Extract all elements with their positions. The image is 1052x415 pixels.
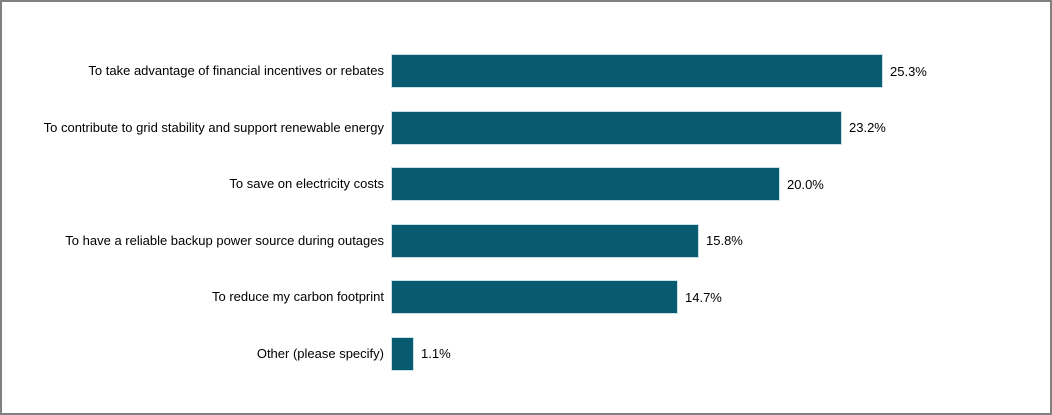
- value-label: 1.1%: [421, 346, 451, 362]
- value-label: 25.3%: [890, 63, 927, 79]
- bar-track: 20.0%: [384, 168, 1050, 201]
- bar-track: 25.3%: [384, 55, 1050, 88]
- value-label: 20.0%: [787, 176, 824, 192]
- value-label: 15.8%: [706, 233, 743, 249]
- bar-row: To take advantage of financial incentive…: [2, 43, 1050, 100]
- bar-row: To save on electricity costs 20.0%: [2, 156, 1050, 213]
- category-label: Other (please specify): [256, 345, 384, 361]
- bar-track: 15.8%: [384, 224, 1050, 257]
- bar: [392, 168, 779, 201]
- bar: [392, 337, 413, 370]
- category-label: To save on electricity costs: [229, 176, 384, 192]
- value-label: 14.7%: [685, 289, 722, 305]
- bar-row: To reduce my carbon footprint 14.7%: [2, 269, 1050, 326]
- category-label: To have a reliable backup power source d…: [65, 232, 384, 248]
- bar: [392, 224, 698, 257]
- bar-row: To have a reliable backup power source d…: [2, 213, 1050, 270]
- bar-track: 23.2%: [384, 111, 1050, 144]
- bar: [392, 281, 677, 314]
- bar: [392, 55, 882, 88]
- bar-row: To contribute to grid stability and supp…: [2, 100, 1050, 157]
- category-label: To take advantage of financial incentive…: [88, 63, 384, 79]
- bar-rows: To take advantage of financial incentive…: [2, 43, 1050, 382]
- category-label: To reduce my carbon footprint: [212, 289, 384, 305]
- bar-track: 1.1%: [384, 337, 1050, 370]
- category-label: To contribute to grid stability and supp…: [43, 119, 384, 135]
- bar-row: Other (please specify) 1.1%: [2, 326, 1050, 383]
- bar-track: 14.7%: [384, 281, 1050, 314]
- value-label: 23.2%: [849, 120, 886, 136]
- bar: [392, 111, 841, 144]
